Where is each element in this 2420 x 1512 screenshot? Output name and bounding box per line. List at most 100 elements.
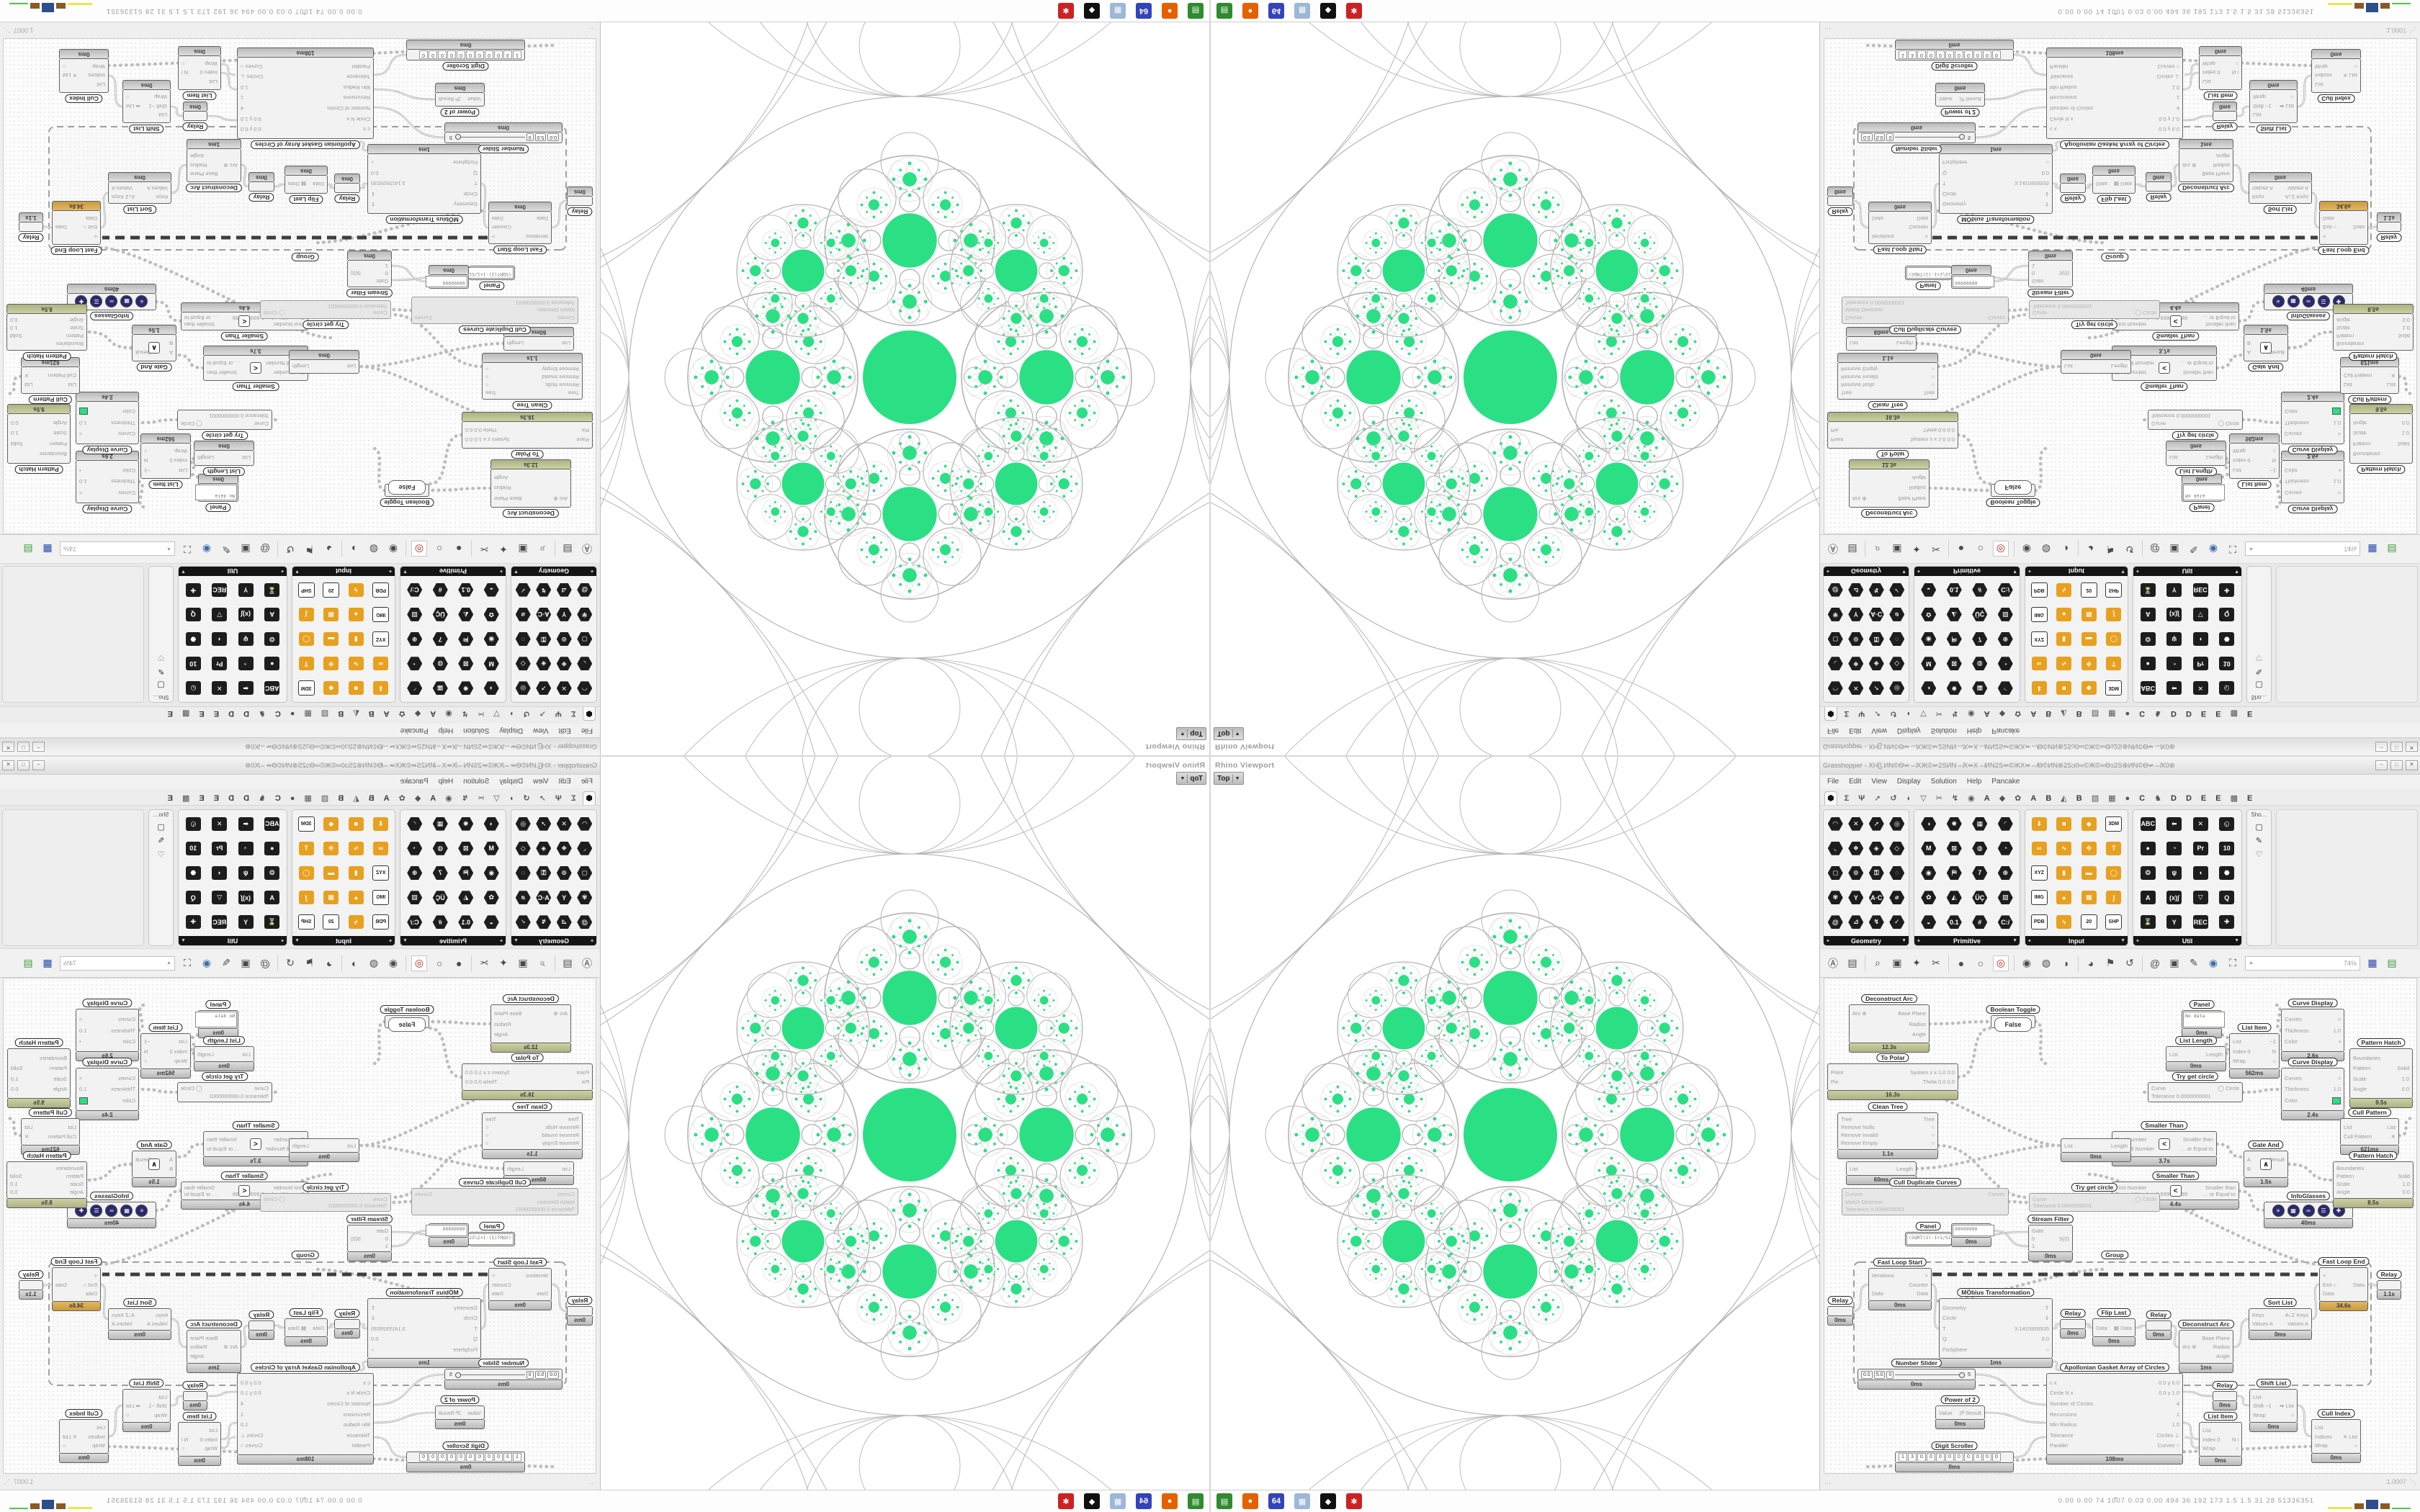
component-icon[interactable]: ◭ (1946, 891, 1962, 905)
toolbar-icon[interactable]: ✎ (2190, 544, 2198, 555)
component-icon[interactable]: ◆ (2081, 816, 2097, 831)
toolbar-icon[interactable]: ▤ (1847, 544, 1857, 555)
toolbar-icon[interactable]: ✎ (222, 544, 230, 555)
menu-item-help[interactable]: Help (1966, 726, 1982, 734)
category-tab-icon[interactable]: ✂ (1935, 794, 1942, 803)
component-icon[interactable]: ● (348, 891, 364, 905)
component-icon[interactable]: ⬣ (2219, 865, 2235, 880)
category-tab-icon[interactable]: ➚ (539, 794, 546, 803)
component-icon[interactable]: ◠ (577, 681, 592, 695)
toolbar-icon[interactable]: ▣ (241, 957, 251, 968)
plugin-tab[interactable]: ♞ (2154, 709, 2161, 718)
toolbar-icon[interactable]: ◑ (2062, 957, 2069, 969)
plugin-tab[interactable]: C (274, 794, 281, 803)
component-icon[interactable]: 3DM (2105, 680, 2123, 696)
plugin-tab[interactable]: ♞ (2154, 794, 2161, 803)
component-icon[interactable]: A·C (536, 891, 551, 904)
component-icon[interactable]: C:/ (1998, 583, 2013, 597)
component-icon[interactable]: XYZ (372, 865, 390, 881)
component-icon[interactable]: ✕ (2192, 816, 2208, 831)
component-icon[interactable]: ∫ (298, 891, 314, 905)
component-icon[interactable]: ● (2056, 891, 2072, 905)
menu-item-display[interactable]: Display (499, 778, 524, 786)
taskbar-app-icon[interactable]: ● (1242, 1493, 1258, 1509)
taskbar-app-icon[interactable]: 64 (1136, 1493, 1152, 1509)
component-icon[interactable]: ⬣ (185, 632, 201, 647)
rhino-viewport[interactable]: Rhino Viewport Top ▼ (601, 22, 1209, 755)
component-icon[interactable]: ◭ (458, 608, 473, 621)
category-tab-icon[interactable]: ◗ (1906, 794, 1912, 803)
component-icon[interactable]: ➚ (536, 817, 551, 831)
component-icon[interactable]: ⊿ (557, 583, 572, 597)
palette-pin-icon[interactable]: ✦ (2027, 568, 2032, 574)
component-icon[interactable]: ◟ (1827, 841, 1843, 855)
component-icon[interactable]: ✓ (516, 583, 531, 597)
plugin-tab[interactable]: A (1984, 709, 1990, 718)
plugin-tab[interactable]: A (1984, 794, 1990, 803)
toolbar-icon[interactable]: ⌕ (539, 957, 545, 968)
component-icon[interactable]: SHP (2105, 914, 2123, 930)
component-icon[interactable]: ϟ (348, 915, 364, 930)
node-canvas-background[interactable] (3, 978, 596, 1474)
component-icon[interactable]: ⛿ (458, 632, 473, 646)
component-icon[interactable]: ◇ (1889, 657, 1904, 670)
component-icon[interactable]: ✕ (212, 681, 228, 696)
component-icon[interactable]: ψ (238, 632, 254, 647)
component-icon[interactable]: C:/ (407, 583, 422, 597)
plugin-tab[interactable]: ◆ (1999, 794, 2006, 803)
plugin-tab[interactable]: ✿ (2015, 709, 2022, 718)
taskbar-app-icon[interactable]: ✱ (1058, 3, 1074, 19)
taskbar-app-icon[interactable]: 64 (1268, 1493, 1284, 1509)
component-icon[interactable]: ✥ (323, 841, 339, 855)
viewport-camera-dropdown[interactable]: Top ▼ (1214, 727, 1244, 740)
component-icon[interactable]: REC (2192, 582, 2208, 597)
taskbar-app-icon[interactable]: ▦ (1110, 3, 1126, 19)
palette-dropdown-icon[interactable]: ▼ (181, 938, 186, 943)
show-panel-icon[interactable]: ✎ (2255, 837, 2263, 845)
component-icon[interactable]: ◌ (516, 632, 531, 646)
component-icon[interactable]: ⬅ (2166, 681, 2182, 696)
component-icon[interactable]: ⊙ (1848, 632, 1863, 646)
taskbar-app-icon[interactable]: ◆ (1084, 3, 1100, 19)
category-tab-icon[interactable]: ✂ (478, 794, 485, 803)
component-icon[interactable]: ▨ (1997, 891, 2013, 905)
component-icon[interactable]: A·C (1868, 891, 1884, 905)
toolbar-icon[interactable]: ◕ (326, 543, 333, 555)
component-icon[interactable]: ■ (2056, 681, 2072, 696)
toolbar-icon[interactable]: ▤ (563, 544, 573, 555)
collapsed-indicator[interactable]: … (1824, 27, 1831, 34)
taskbar-app-icon[interactable]: ▦ (1294, 3, 1310, 19)
component-icon[interactable]: 10 (185, 841, 201, 855)
component-icon[interactable]: ▨ (407, 608, 422, 621)
plugin-tab[interactable]: D (2185, 709, 2192, 718)
plugin-tab[interactable]: A (383, 794, 390, 803)
toolbar-icon[interactable]: ◎ (1993, 541, 2009, 557)
component-icon[interactable]: @ (577, 583, 592, 597)
component-icon[interactable]: ◇ (516, 657, 531, 670)
toolbar-icon[interactable]: ▣ (1892, 957, 1902, 968)
grasshopper-title-bar[interactable]: Grasshopper - XH[].ИN©Ѳ⇍⇎XЖ©⇍2SИN⇎X⇍X⇎ИN… (1820, 757, 2420, 775)
component-icon[interactable]: ▽ (2192, 607, 2208, 621)
category-tab-icon[interactable]: Σ (1844, 709, 1850, 718)
component-icon[interactable]: 0.1 (1947, 583, 1962, 597)
component-icon[interactable]: ↯ (536, 915, 551, 929)
palette-show-all[interactable]: Sho… ▢ ✎ ♡ (2246, 566, 2272, 703)
show-panel-icon[interactable]: ✎ (157, 667, 165, 675)
show-panel-icon[interactable]: ♡ (157, 850, 165, 859)
component-icon[interactable]: ❖ (557, 842, 572, 855)
menu-item-solution[interactable]: Solution (463, 778, 490, 786)
component-icon[interactable]: ✺ (1946, 816, 1962, 831)
category-tab-icon[interactable]: Σ (570, 794, 576, 803)
plugin-tab[interactable]: ◭ (353, 794, 359, 803)
plugin-tab[interactable]: ▩ (2230, 794, 2238, 803)
component-icon[interactable]: (x)∫ (2166, 607, 2182, 621)
component-icon[interactable]: Pr (212, 841, 228, 855)
component-icon[interactable]: ◵ (2219, 816, 2235, 831)
note-icon[interactable]: ▤ (23, 957, 33, 968)
component-icon[interactable]: A·C (1869, 608, 1884, 621)
menu-item-help[interactable]: Help (1966, 778, 1982, 786)
component-icon[interactable]: ∞ (373, 657, 389, 671)
taskbar-app-icon[interactable]: ▤ (1216, 1493, 1232, 1509)
palette-pin-icon[interactable]: ✦ (388, 568, 393, 574)
rhino-viewport[interactable]: Rhino Viewport Top ▼ (1211, 22, 1819, 755)
